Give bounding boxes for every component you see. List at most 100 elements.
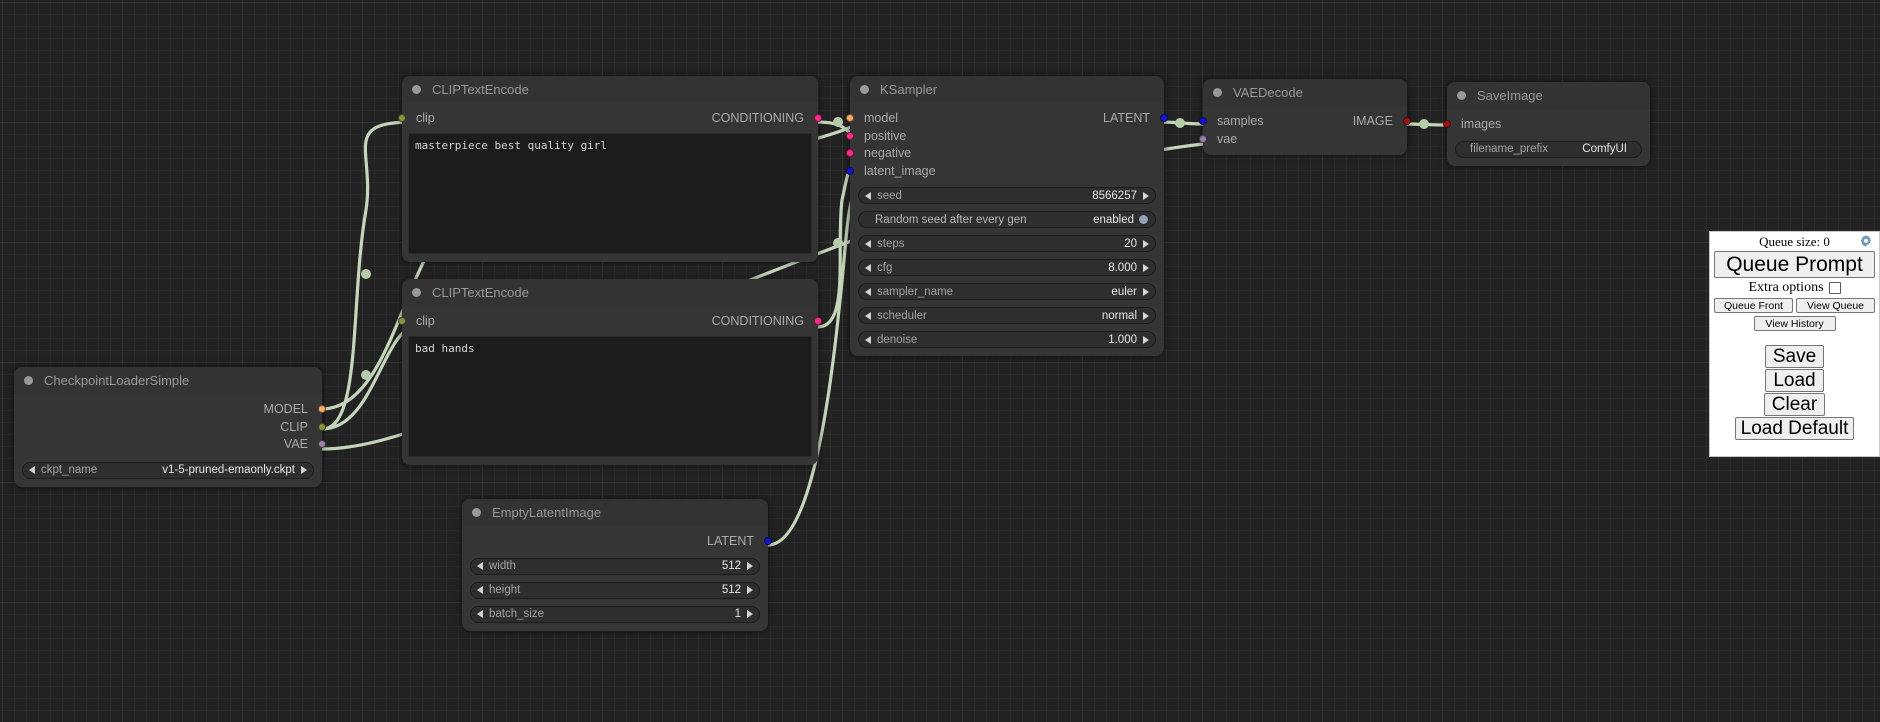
node-vae-decode[interactable]: VAEDecode samples IMAGE vae bbox=[1199, 79, 1411, 155]
decrement-arrow-icon[interactable] bbox=[477, 610, 483, 618]
load-button[interactable]: Load bbox=[1765, 369, 1824, 392]
node-title-bar[interactable]: CLIPTextEncode bbox=[402, 76, 818, 103]
input-slot-negative[interactable]: negative bbox=[846, 145, 1164, 162]
input-port-vae-icon[interactable] bbox=[1199, 134, 1207, 143]
increment-arrow-icon[interactable] bbox=[301, 466, 307, 474]
node-clip-text-encode-negative[interactable]: CLIPTextEncode clip CONDITIONING bad han… bbox=[398, 279, 822, 465]
input-port-images-icon[interactable] bbox=[1443, 120, 1451, 129]
load-default-button[interactable]: Load Default bbox=[1735, 417, 1854, 440]
prompt-textarea[interactable]: masterpiece best quality girl bbox=[408, 132, 812, 254]
comfy-menu-panel[interactable]: Queue size: 0 Queue Prompt Extra options… bbox=[1709, 231, 1880, 457]
widget-denoise[interactable]: denoise 1.000 bbox=[858, 331, 1156, 348]
input-port-clip-icon[interactable] bbox=[398, 317, 406, 326]
collapse-dot-icon[interactable] bbox=[412, 288, 421, 297]
collapse-dot-icon[interactable] bbox=[472, 508, 481, 517]
node-title-bar[interactable]: VAEDecode bbox=[1203, 79, 1407, 106]
node-title-bar[interactable]: EmptyLatentImage bbox=[462, 499, 768, 526]
collapse-dot-icon[interactable] bbox=[1457, 91, 1466, 100]
decrement-arrow-icon[interactable] bbox=[865, 287, 871, 296]
input-slot-model[interactable]: model LATENT bbox=[846, 110, 1168, 127]
input-port-positive-icon[interactable] bbox=[846, 131, 854, 140]
output-port-latent-icon[interactable] bbox=[1160, 114, 1168, 123]
increment-arrow-icon[interactable] bbox=[1143, 311, 1149, 320]
queue-front-button[interactable]: Queue Front bbox=[1714, 298, 1793, 313]
decrement-arrow-icon[interactable] bbox=[865, 239, 871, 248]
node-save-image[interactable]: SaveImage images filename_prefix ComfyUI bbox=[1443, 82, 1650, 166]
node-empty-latent-image[interactable]: EmptyLatentImage LATENT width 512 height… bbox=[462, 499, 772, 631]
input-slot-images[interactable]: images bbox=[1443, 116, 1650, 133]
widget-cfg[interactable]: cfg 8.000 bbox=[858, 259, 1156, 276]
widget-batch-size[interactable]: batch_size 1 bbox=[470, 605, 760, 623]
collapse-dot-icon[interactable] bbox=[412, 85, 421, 94]
output-slot-vae[interactable]: VAE bbox=[14, 436, 326, 453]
collapse-dot-icon[interactable] bbox=[24, 376, 33, 385]
increment-arrow-icon[interactable] bbox=[1143, 287, 1149, 296]
input-slot-clip[interactable]: clip CONDITIONING bbox=[398, 110, 822, 127]
queue-prompt-button[interactable]: Queue Prompt bbox=[1714, 251, 1875, 278]
widget-height[interactable]: height 512 bbox=[470, 581, 760, 599]
input-slot-clip[interactable]: clip CONDITIONING bbox=[398, 313, 822, 330]
node-clip-text-encode-positive[interactable]: CLIPTextEncode clip CONDITIONING masterp… bbox=[398, 76, 822, 262]
input-slot-vae[interactable]: vae bbox=[1199, 131, 1407, 148]
input-port-samples-icon[interactable] bbox=[1199, 117, 1207, 126]
extra-options-row[interactable]: Extra options bbox=[1714, 278, 1875, 298]
view-queue-button[interactable]: View Queue bbox=[1796, 298, 1875, 313]
node-title-bar[interactable]: SaveImage bbox=[1447, 82, 1650, 109]
toggle-knob-icon[interactable] bbox=[1138, 214, 1149, 225]
collapse-dot-icon[interactable] bbox=[1213, 88, 1222, 97]
clear-button[interactable]: Clear bbox=[1764, 393, 1825, 416]
decrement-arrow-icon[interactable] bbox=[865, 311, 871, 320]
output-port-latent-icon[interactable] bbox=[764, 537, 772, 546]
node-title-bar[interactable]: CLIPTextEncode bbox=[402, 279, 818, 306]
input-port-latent-image-icon[interactable] bbox=[846, 166, 854, 175]
input-slot-samples[interactable]: samples IMAGE bbox=[1199, 113, 1411, 130]
output-slot-clip[interactable]: CLIP bbox=[14, 419, 326, 436]
widget-ckpt-name[interactable]: ckpt_name v1-5-pruned-emaonly.ckpt bbox=[22, 461, 314, 479]
output-slot-latent[interactable]: LATENT bbox=[462, 533, 772, 550]
widget-steps[interactable]: steps 20 bbox=[858, 235, 1156, 252]
widget-random-seed-toggle[interactable]: Random seed after every gen enabled bbox=[858, 211, 1156, 228]
output-label: LATENT bbox=[1103, 111, 1150, 126]
save-button[interactable]: Save bbox=[1765, 345, 1824, 368]
increment-arrow-icon[interactable] bbox=[1143, 239, 1149, 248]
collapse-dot-icon[interactable] bbox=[860, 85, 869, 94]
widget-width[interactable]: width 512 bbox=[470, 557, 760, 575]
input-port-model-icon[interactable] bbox=[846, 114, 854, 123]
increment-arrow-icon[interactable] bbox=[1143, 263, 1149, 272]
output-port-vae-icon[interactable] bbox=[318, 440, 326, 449]
input-port-clip-icon[interactable] bbox=[398, 114, 406, 123]
output-slot-model[interactable]: MODEL bbox=[14, 401, 326, 418]
view-history-button[interactable]: View History bbox=[1753, 316, 1836, 331]
widget-sampler-name[interactable]: sampler_name euler bbox=[858, 283, 1156, 300]
node-ksampler[interactable]: KSampler model LATENT positive negative … bbox=[846, 76, 1168, 356]
decrement-arrow-icon[interactable] bbox=[865, 191, 871, 200]
output-port-conditioning-icon[interactable] bbox=[814, 114, 822, 123]
node-checkpoint-loader-simple[interactable]: CheckpointLoaderSimple MODEL CLIP VAE ck… bbox=[14, 367, 326, 487]
decrement-arrow-icon[interactable] bbox=[865, 335, 871, 344]
increment-arrow-icon[interactable] bbox=[747, 562, 753, 570]
widget-seed[interactable]: seed 8566257 bbox=[858, 187, 1156, 204]
decrement-arrow-icon[interactable] bbox=[477, 562, 483, 570]
output-port-model-icon[interactable] bbox=[318, 405, 326, 414]
node-title-bar[interactable]: KSampler bbox=[850, 76, 1164, 103]
gear-icon[interactable] bbox=[1859, 234, 1873, 248]
output-port-image-icon[interactable] bbox=[1403, 117, 1411, 126]
widget-filename-prefix[interactable]: filename_prefix ComfyUI bbox=[1455, 140, 1642, 158]
prompt-textarea[interactable]: bad hands bbox=[408, 335, 812, 457]
input-port-negative-icon[interactable] bbox=[846, 149, 854, 158]
increment-arrow-icon[interactable] bbox=[747, 610, 753, 618]
input-slot-latent-image[interactable]: latent_image bbox=[846, 163, 1164, 180]
increment-arrow-icon[interactable] bbox=[1143, 191, 1149, 200]
increment-arrow-icon[interactable] bbox=[1143, 335, 1149, 344]
decrement-arrow-icon[interactable] bbox=[865, 263, 871, 272]
output-port-conditioning-icon[interactable] bbox=[814, 317, 822, 326]
node-title-bar[interactable]: CheckpointLoaderSimple bbox=[14, 367, 322, 394]
decrement-arrow-icon[interactable] bbox=[29, 466, 35, 474]
output-port-clip-icon[interactable] bbox=[318, 422, 326, 431]
input-slot-positive[interactable]: positive bbox=[846, 128, 1164, 145]
increment-arrow-icon[interactable] bbox=[747, 586, 753, 594]
decrement-arrow-icon[interactable] bbox=[477, 586, 483, 594]
widget-scheduler[interactable]: scheduler normal bbox=[858, 307, 1156, 324]
extra-options-checkbox[interactable] bbox=[1828, 282, 1841, 294]
